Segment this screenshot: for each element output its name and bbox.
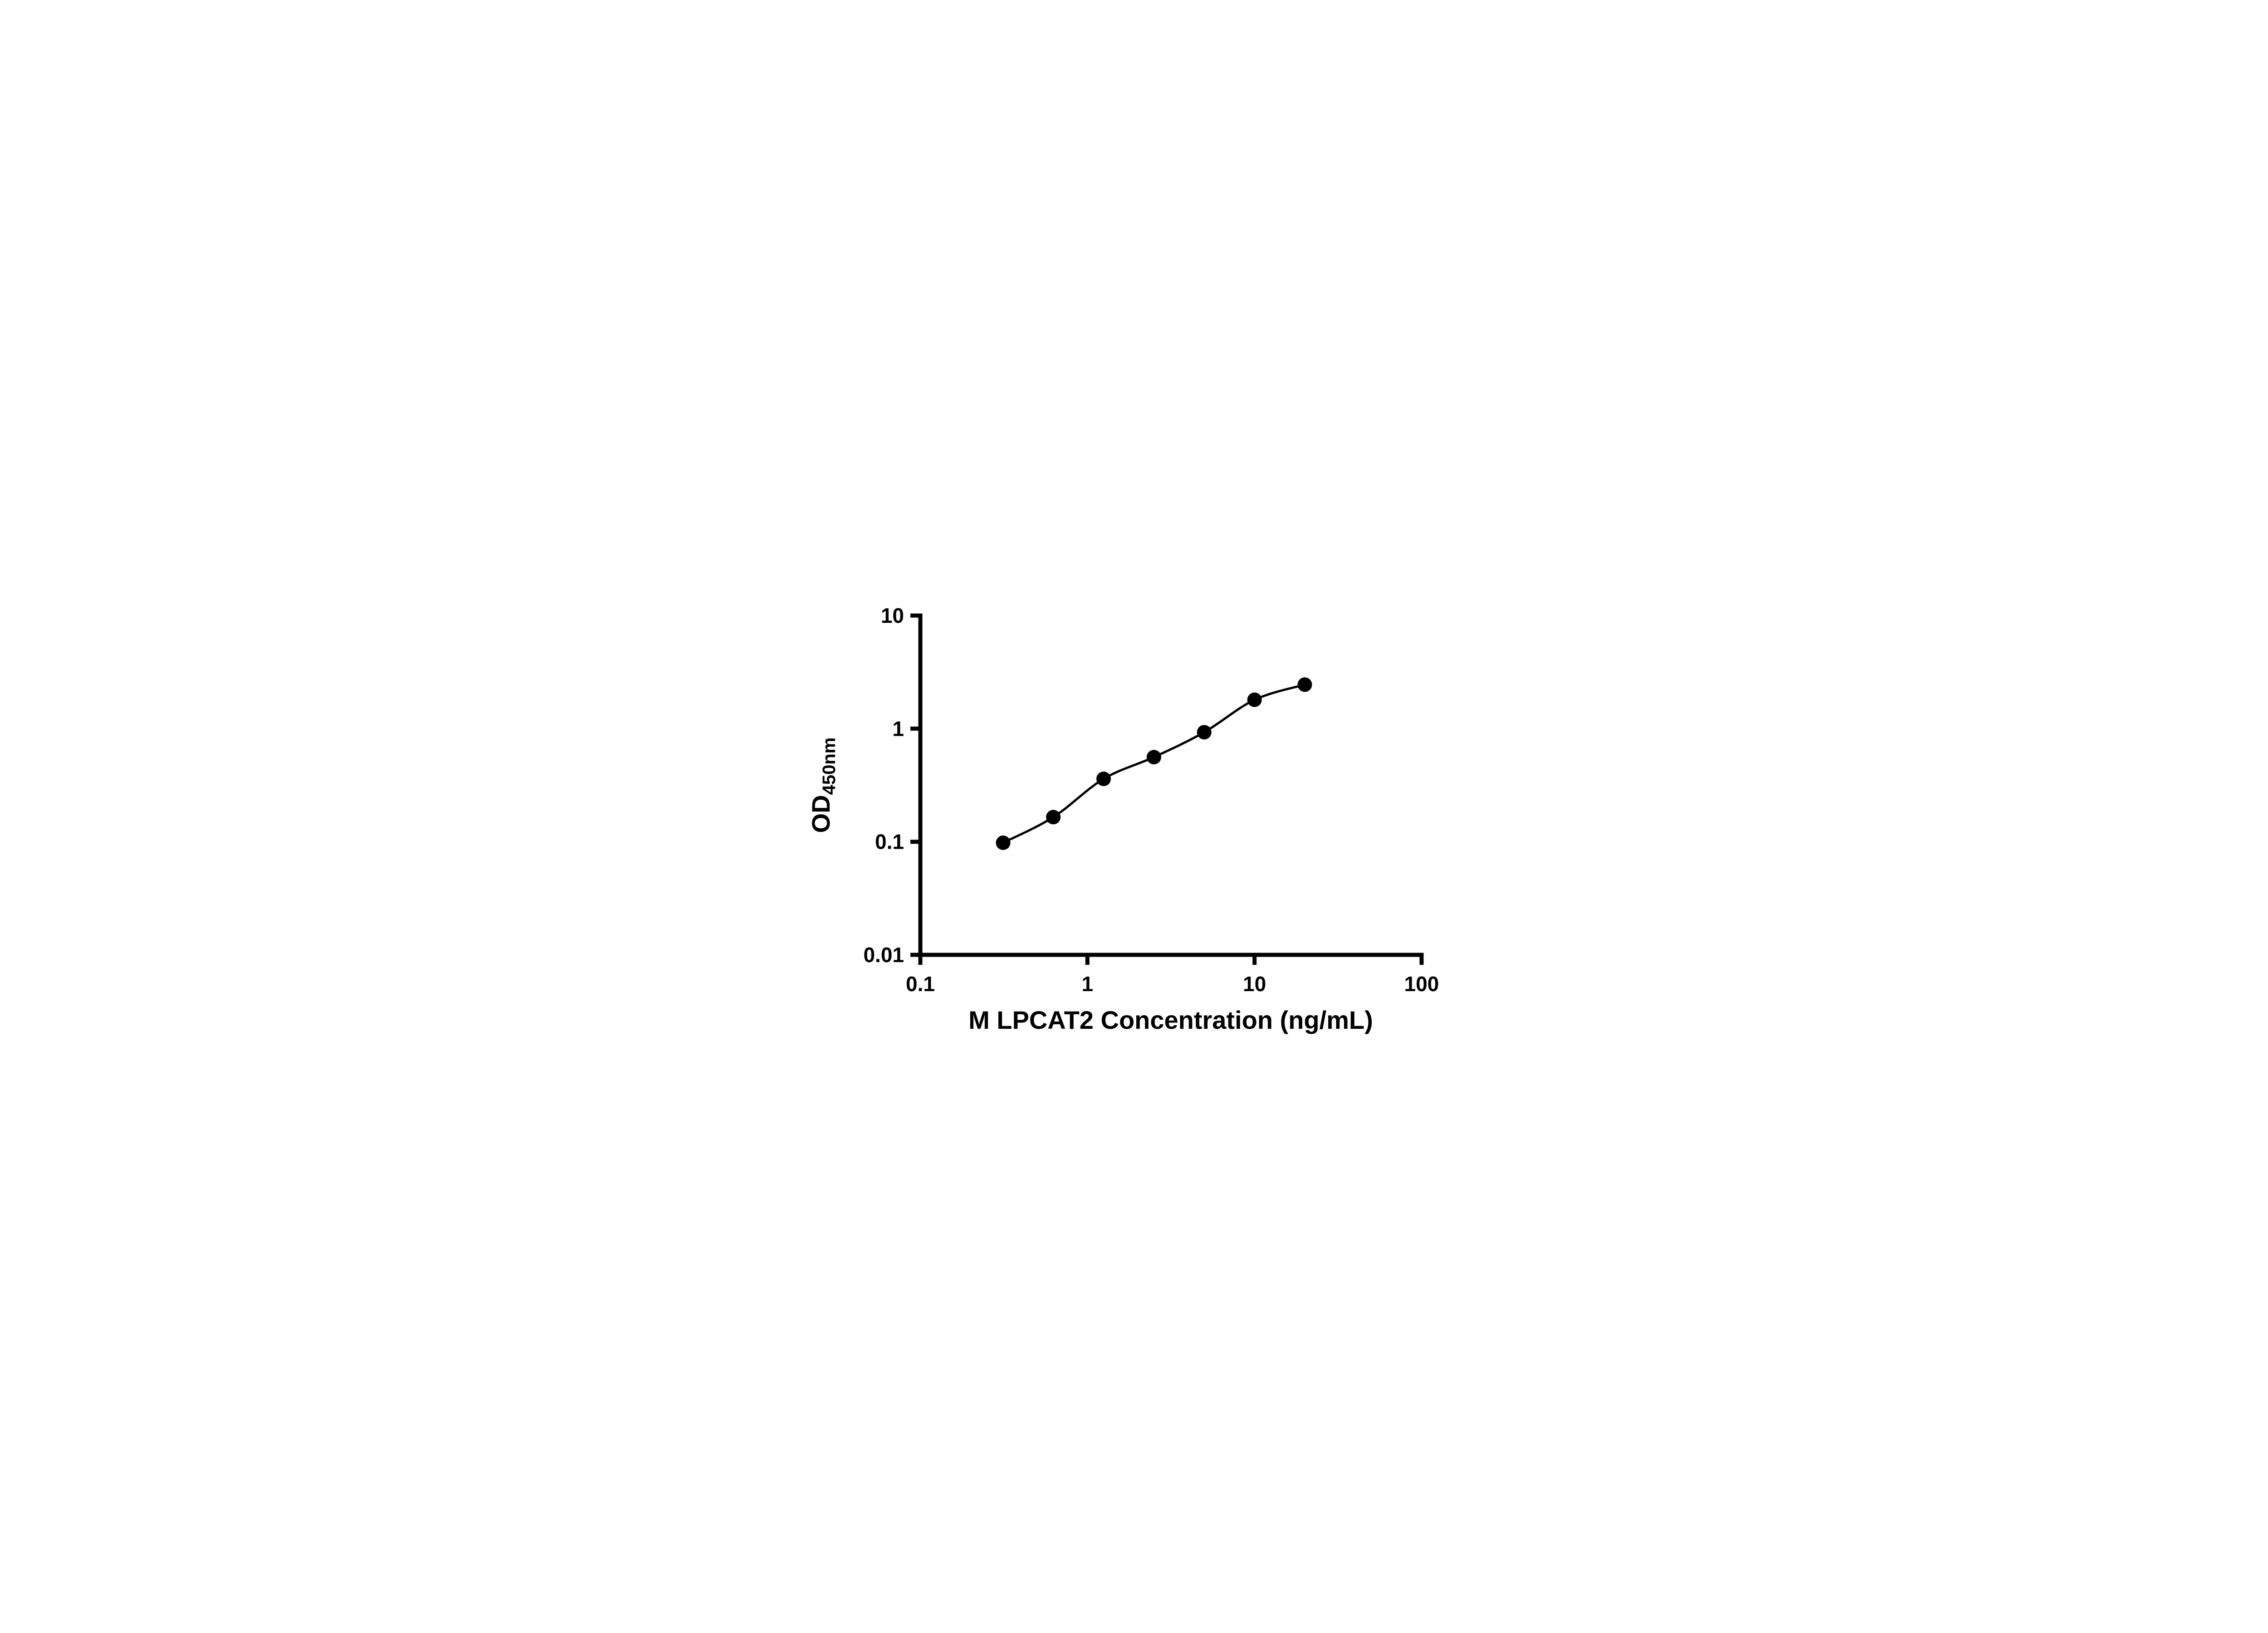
x-axis-title: M LPCAT2 Concentration (ng/mL) [968,1006,1373,1034]
x-tick-label: 10 [1243,972,1266,996]
y-axis-title-subscript: 450nm [819,738,839,795]
x-tick-label: 1 [1082,972,1094,996]
y-tick-label: 10 [881,604,904,627]
y-tick-label: 1 [892,717,904,740]
y-tick-label: 0.1 [875,830,904,854]
data-point [1197,725,1212,740]
y-tick-label: 0.01 [863,943,904,967]
data-point [1096,772,1111,786]
y-axis-title: OD450nm [807,738,839,833]
y-axis-title-main: OD [807,795,835,833]
axes-line [918,613,1424,957]
x-tick-label: 100 [1404,972,1439,996]
data-point [1297,677,1312,692]
data-point [996,835,1011,850]
x-tick-label: 0.1 [906,972,935,996]
data-point [1046,810,1061,825]
data-point [1146,750,1161,765]
data-point [1247,692,1262,707]
elisa-standard-curve-figure: 0.1 1 10 100 0.01 0.1 1 10 M LPCAT2 Concentrati… [784,572,1484,1061]
